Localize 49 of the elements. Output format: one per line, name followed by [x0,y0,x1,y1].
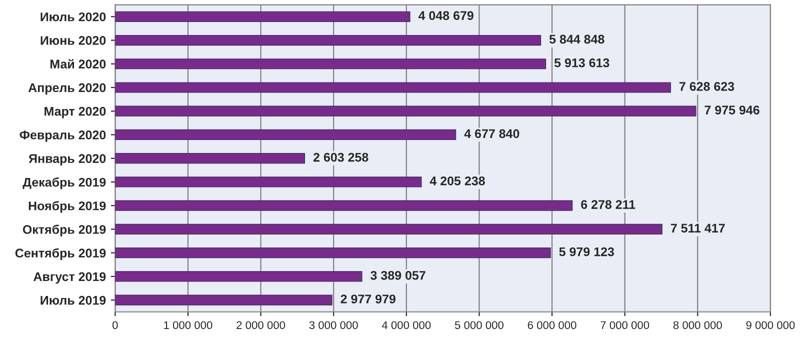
data-label: 3 389 057 [370,270,426,280]
data-label: 5 913 613 [554,58,610,68]
x-tick-label: 3 000 000 [309,321,358,330]
y-tick-label: Октябрь 2019 [22,224,106,236]
bar [115,11,410,22]
x-tick-label: 0 [112,321,118,330]
bar [115,153,306,164]
y-tick-label: Ноябрь 2019 [28,201,106,213]
bar [115,58,546,70]
bar [115,129,456,140]
y-tick-label: Июль 2020 [40,12,106,22]
data-label: 2 603 258 [313,152,368,162]
x-tick-label: 2 000 000 [236,321,286,330]
bar [115,82,671,93]
bar [115,224,662,235]
y-tick-label: Июль 2019 [40,296,106,305]
y-tick-label: Март 2020 [44,106,106,118]
data-label: 5 844 848 [549,34,604,44]
y-tick-label: Сентябрь 2019 [15,248,106,260]
x-tick-label: 8 000 000 [673,321,722,330]
x-tick-label: 9 000 000 [746,321,795,330]
data-label: 2 977 979 [340,294,396,304]
data-label: 7 511 417 [670,224,725,233]
bar [115,271,362,282]
data-label: 7 628 623 [679,82,734,91]
y-tick-label: Май 2020 [50,59,106,69]
bar [115,200,573,211]
data-label: 5 979 123 [559,247,614,256]
bar [115,34,542,46]
x-tick-label: 7 000 000 [600,321,650,330]
data-label: 7 975 946 [704,106,760,114]
x-tick-label: 5 000 000 [454,321,504,330]
y-tick-label: Апрель 2020 [28,83,106,95]
y-tick-label: Июнь 2020 [40,36,106,45]
bar [115,176,422,188]
bar [115,294,332,306]
y-tick-label: Февраль 2020 [20,130,106,142]
data-label: 4 048 679 [418,11,474,20]
y-tick-label: Август 2019 [34,272,106,284]
x-tick-label: 4 000 000 [382,321,431,330]
bar [115,248,551,258]
data-label: 6 278 211 [581,200,636,209]
y-tick-label: Январь 2020 [28,154,106,166]
data-label: 4 205 238 [430,176,485,186]
bar [115,106,696,116]
y-tick-label: Декабрь 2019 [22,177,106,190]
x-tick-label: 6 000 000 [528,321,576,330]
data-label: 4 677 840 [464,129,520,138]
x-tick-label: 1 000 000 [164,321,212,330]
